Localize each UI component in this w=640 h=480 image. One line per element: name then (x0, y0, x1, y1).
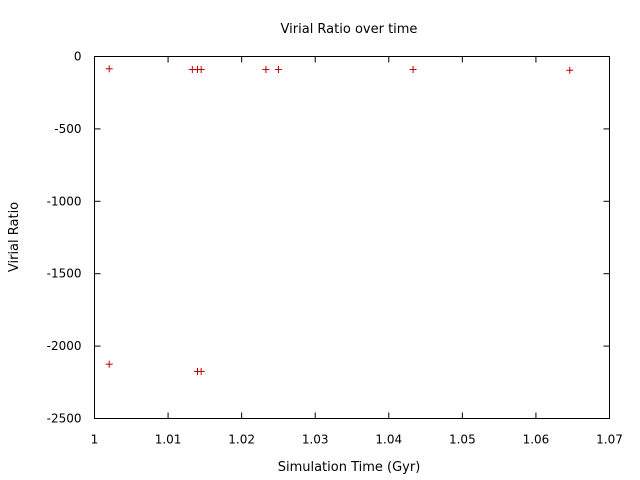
x-tick-label: 1.05 (449, 433, 476, 447)
data-point (262, 66, 270, 74)
x-tick-label: 1.03 (302, 433, 329, 447)
x-tick-label: 1.07 (596, 433, 623, 447)
data-point (197, 367, 205, 375)
data-point (105, 360, 113, 368)
x-tick-label: 1.02 (228, 433, 255, 447)
y-tick-label: -500 (54, 122, 81, 136)
y-tick-label: -1000 (47, 194, 82, 208)
data-point (566, 66, 574, 74)
axis-ticks (94, 56, 610, 419)
y-tick-label: 0 (74, 50, 82, 64)
x-tick-label: 1 (91, 433, 99, 447)
plot-frame (94, 56, 610, 419)
y-tick-label: -2500 (47, 412, 82, 426)
x-tick-label: 1.04 (375, 433, 402, 447)
x-axis-label: Simulation Time (Gyr) (278, 460, 421, 475)
x-tick-label: 1.06 (523, 433, 550, 447)
data-point (197, 66, 205, 74)
y-tick-labels: 0 -500 -1000 -1500 -2000 -2500 (47, 50, 82, 426)
data-point (409, 66, 417, 74)
x-tick-label: 1.01 (155, 433, 182, 447)
y-tick-label: -2000 (47, 339, 82, 353)
data-point (274, 66, 282, 74)
x-tick-labels: 1 1.01 1.02 1.03 1.04 1.05 1.06 1.07 (91, 433, 623, 447)
data-points (105, 65, 574, 375)
data-point (105, 65, 113, 73)
y-axis-label: Virial Ratio (7, 202, 22, 272)
chart-title: Virial Ratio over time (281, 22, 418, 37)
y-tick-label: -1500 (47, 267, 82, 281)
